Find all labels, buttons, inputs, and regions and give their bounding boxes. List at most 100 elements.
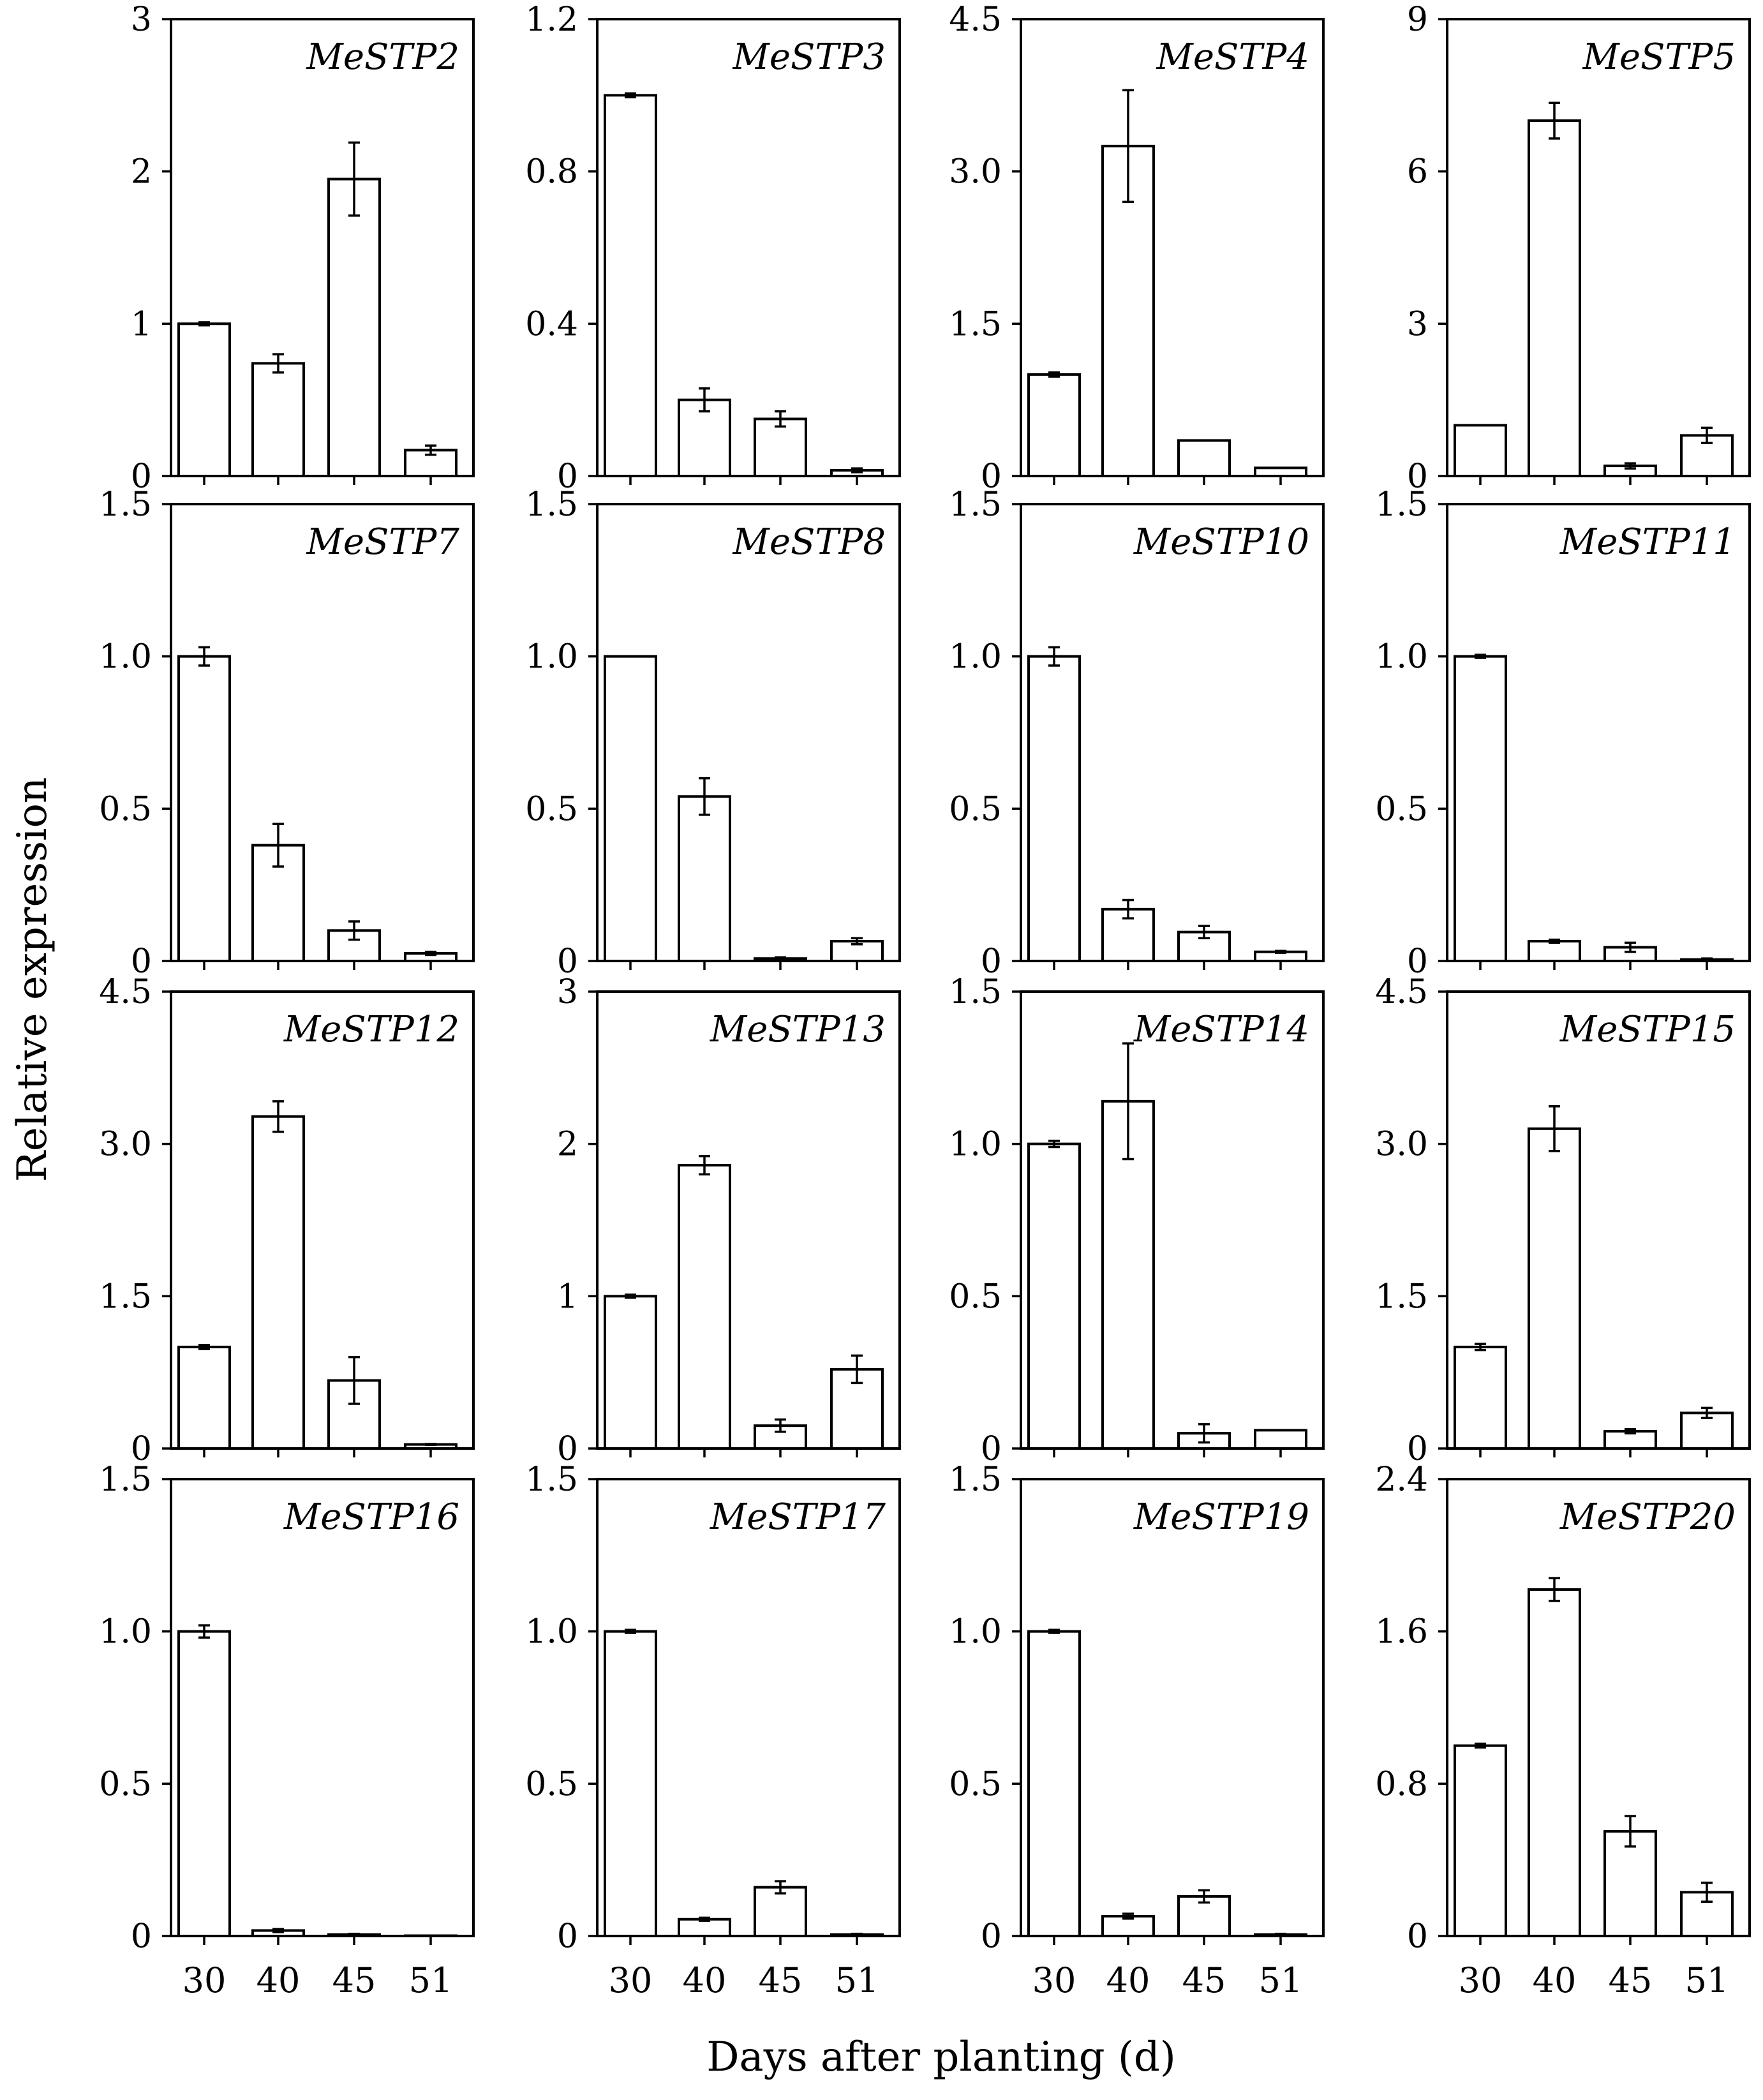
- error-bar-30: [1475, 1742, 1486, 1749]
- bar-40: [1528, 1588, 1581, 1938]
- y-tick-label: 1.5: [99, 486, 152, 524]
- error-bar-40: [272, 1928, 284, 1933]
- bar-40: [1528, 939, 1581, 963]
- x-tick-label: 45: [332, 1960, 376, 2000]
- error-bar-45: [1625, 462, 1636, 470]
- bar-40: [1528, 1127, 1581, 1450]
- bar-40: [678, 795, 731, 962]
- y-tick-label: 0.5: [525, 1765, 578, 1803]
- error-bar-30: [625, 1293, 636, 1299]
- error-bar-45: [775, 1418, 786, 1433]
- gene-label: MeSTP3: [732, 36, 886, 78]
- gene-label: MeSTP10: [1133, 521, 1309, 563]
- bar-30: [604, 655, 657, 962]
- y-tick-label: 0: [131, 942, 152, 981]
- y-tick-label: 2.4: [1375, 1461, 1428, 1499]
- y-tick-label: 3.0: [949, 153, 1002, 191]
- y-tick-label: 1.5: [949, 305, 1002, 343]
- y-tick-label: 0: [1407, 1430, 1428, 1468]
- error-bar-45: [1625, 941, 1636, 953]
- bar-45: [327, 177, 381, 477]
- panel-frame: [170, 18, 475, 477]
- panel-frame: [1446, 18, 1751, 477]
- bar-45: [1177, 439, 1231, 477]
- error-bar-40: [1122, 1042, 1134, 1161]
- y-tick-label: 1.5: [1375, 1277, 1428, 1316]
- error-bar-51: [1275, 1932, 1286, 1937]
- y-tick-label: 1.5: [99, 1277, 152, 1316]
- bar-30: [1454, 1744, 1507, 1938]
- error-bar-45: [348, 141, 360, 217]
- y-tick-label: 0: [557, 458, 578, 496]
- panel-mestp16: 0 0.5 1.0 1.5 MeSTP16 30 40 45 51: [99, 1461, 475, 2000]
- panel-frame: [1446, 1478, 1751, 1937]
- y-tick-label: 4.5: [949, 1, 1002, 39]
- panel-mestp4: 0 1.5 3.0 4.5 MeSTP4: [949, 1, 1325, 496]
- y-tick-label: 0.5: [949, 790, 1002, 828]
- error-bar-51: [425, 1443, 436, 1447]
- bar-30: [604, 1295, 657, 1450]
- error-bar-30: [198, 646, 210, 667]
- panel-frame: [1020, 1478, 1325, 1937]
- x-tick-label: 40: [683, 1960, 727, 2000]
- panel-frame: [1020, 990, 1325, 1450]
- error-bar-45: [775, 956, 786, 961]
- panel-frame: [1446, 503, 1751, 962]
- y-tick-label: 0.5: [99, 1765, 152, 1803]
- x-tick-label: 45: [759, 1960, 803, 2000]
- bar-30: [1454, 1345, 1507, 1450]
- y-tick-label: 1.0: [949, 1613, 1002, 1651]
- panel-mestp5: 0 3 6 9 MeSTP5: [1407, 1, 1751, 496]
- error-bar-40: [272, 1100, 284, 1133]
- gene-label: MeSTP17: [710, 1496, 886, 1538]
- y-tick-label: 2: [557, 1126, 578, 1164]
- error-bar-40: [1549, 101, 1560, 140]
- bar-30: [604, 1630, 657, 1938]
- y-tick-label: 6: [1407, 153, 1428, 191]
- error-bar-30: [1048, 1140, 1060, 1149]
- panel-frame: [596, 503, 901, 962]
- bar-45: [754, 1886, 807, 1938]
- y-tick-label: 3.0: [1375, 1126, 1428, 1164]
- gene-label: MeSTP4: [1156, 36, 1309, 78]
- error-bar-40: [1549, 938, 1560, 944]
- error-bar-30: [1475, 1343, 1486, 1352]
- panel-mestp13: 0 1 2 3 MeSTP13: [557, 973, 901, 1468]
- panel-mestp20: 0 0.8 1.6 2.4 MeSTP20 30 40 45 51: [1375, 1461, 1751, 2000]
- y-tick-label: 1.6: [1375, 1613, 1428, 1651]
- panel-frame: [596, 990, 901, 1450]
- gene-label: MeSTP12: [283, 1009, 459, 1050]
- y-tick-label: 1.0: [525, 638, 578, 676]
- panel-frame: [596, 1478, 901, 1937]
- x-tick-label: 51: [409, 1960, 453, 2000]
- bar-30: [177, 1345, 231, 1450]
- error-bar-45: [348, 1932, 360, 1937]
- y-tick-label: 1.0: [949, 638, 1002, 676]
- y-tick-label: 0: [981, 942, 1002, 981]
- gene-label: MeSTP20: [1559, 1496, 1736, 1538]
- panel-frame: [170, 1478, 475, 1937]
- bar-40: [678, 398, 731, 478]
- y-tick-label: 1.5: [949, 486, 1002, 524]
- y-tick-label: 1: [557, 1277, 578, 1316]
- bar-51: [404, 1934, 457, 1937]
- gene-label: MeSTP19: [1133, 1496, 1309, 1538]
- y-tick-label: 3: [557, 973, 578, 1011]
- panel-frame: [1446, 990, 1751, 1450]
- bar-30: [1454, 655, 1507, 962]
- panel-mestp2: 0 1 2 3 MeSTP2: [131, 1, 475, 496]
- y-tick-label: 1.0: [99, 638, 152, 676]
- y-tick-label: 1.0: [99, 1613, 152, 1651]
- y-tick-label: 0.5: [525, 790, 578, 828]
- error-bar-51: [425, 950, 436, 957]
- bar-30: [1027, 655, 1081, 962]
- panel-frame: [596, 18, 901, 477]
- panel-mestp17: 0 0.5 1.0 1.5 MeSTP17 30 40 45 51: [525, 1461, 901, 2000]
- x-tick-label: 30: [1032, 1960, 1076, 2000]
- bar-51: [1254, 1429, 1307, 1450]
- x-tick-label: 40: [1106, 1960, 1150, 2000]
- x-tick-label: 51: [1259, 1960, 1303, 2000]
- y-tick-label: 0: [1407, 1918, 1428, 1956]
- y-tick-label: 0: [981, 458, 1002, 496]
